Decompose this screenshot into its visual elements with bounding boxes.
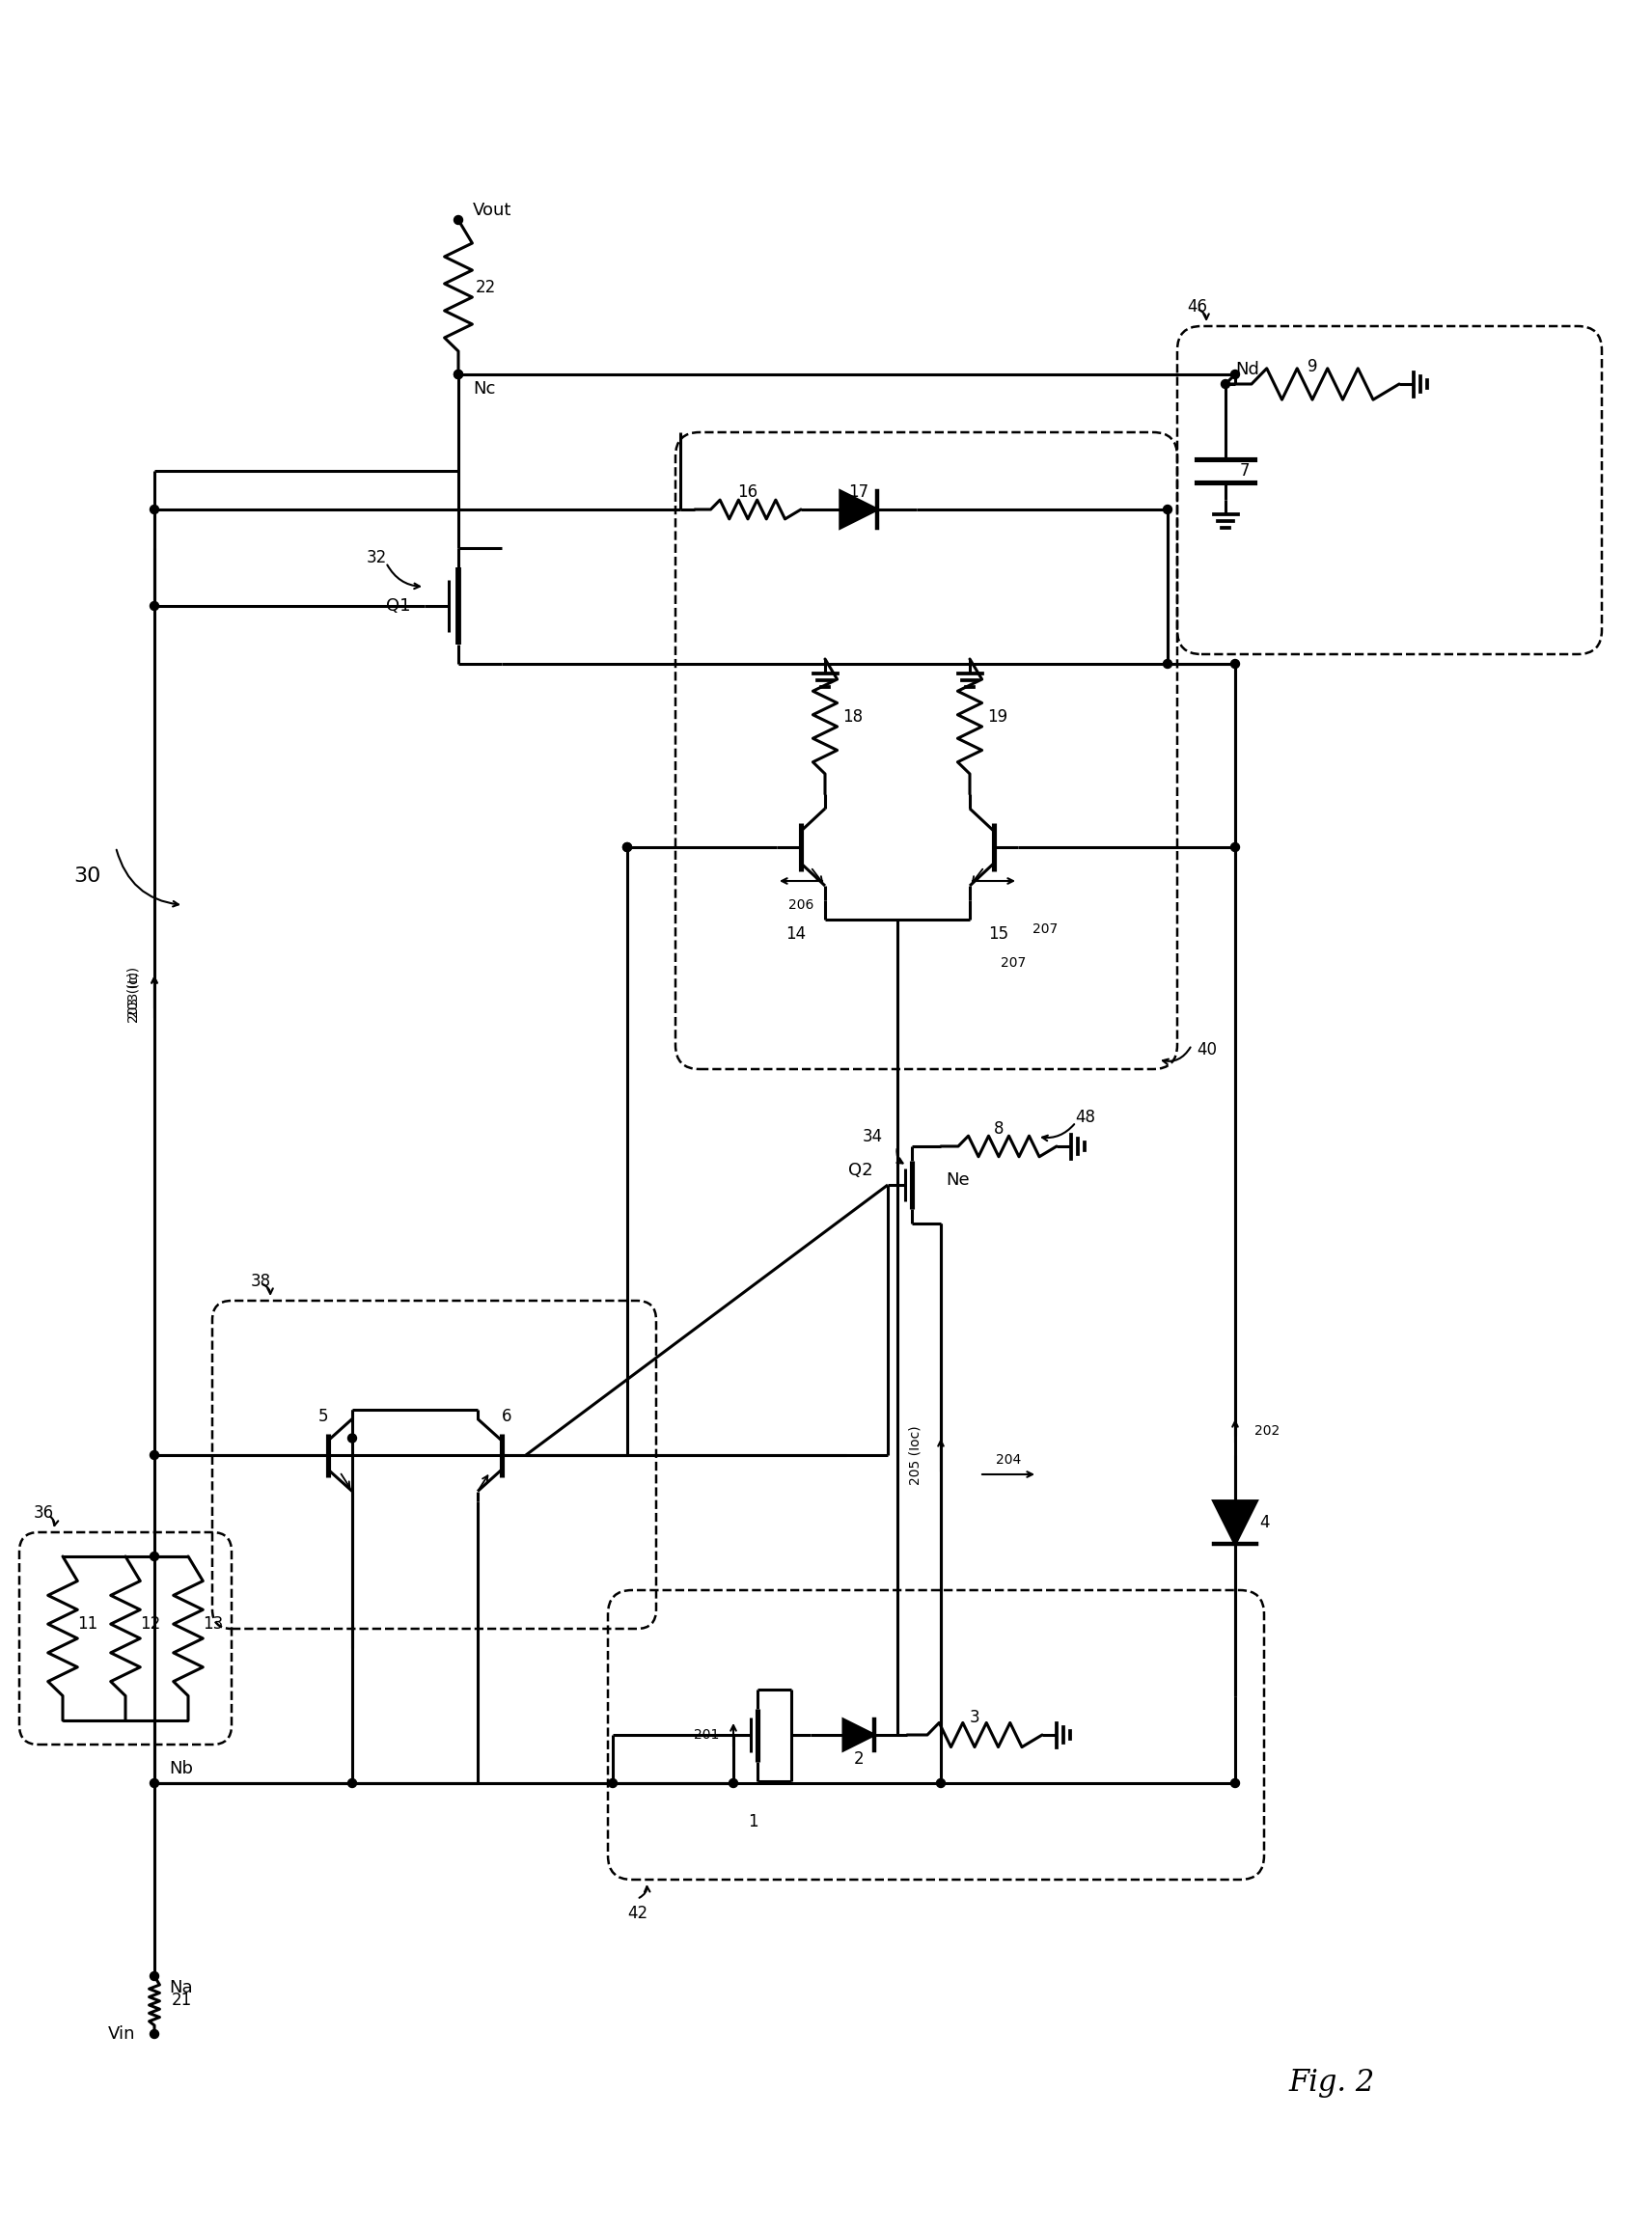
Text: 18: 18 <box>843 708 862 726</box>
Text: 19: 19 <box>988 708 1008 726</box>
Text: 206: 206 <box>788 897 814 911</box>
Text: 1: 1 <box>748 1813 758 1831</box>
Text: 207: 207 <box>1001 955 1026 969</box>
Circle shape <box>1221 379 1229 387</box>
Text: Fig. 2: Fig. 2 <box>1289 2067 1374 2098</box>
Circle shape <box>454 216 463 225</box>
Circle shape <box>1231 659 1239 668</box>
Circle shape <box>150 2029 159 2038</box>
Text: 32: 32 <box>367 550 387 566</box>
Text: 15: 15 <box>988 926 1009 942</box>
Circle shape <box>623 842 631 851</box>
Circle shape <box>349 1434 357 1443</box>
Circle shape <box>1163 506 1171 514</box>
Text: 3: 3 <box>970 1708 980 1726</box>
Text: 16: 16 <box>738 483 758 501</box>
Circle shape <box>349 1779 357 1788</box>
Text: 9: 9 <box>1307 359 1317 376</box>
Circle shape <box>150 601 159 610</box>
Text: 8: 8 <box>993 1120 1004 1138</box>
Text: 203 (Ic): 203 (Ic) <box>127 967 140 1018</box>
Circle shape <box>150 1779 159 1788</box>
Text: 6: 6 <box>502 1407 512 1425</box>
Text: 34: 34 <box>862 1127 882 1145</box>
Text: 30: 30 <box>73 866 101 886</box>
Text: 38: 38 <box>251 1272 271 1289</box>
Circle shape <box>1231 1779 1239 1788</box>
Circle shape <box>150 1450 159 1459</box>
Text: Nb: Nb <box>169 1759 193 1777</box>
Text: 14: 14 <box>786 926 806 942</box>
Text: 48: 48 <box>1075 1109 1095 1127</box>
Text: Nc: Nc <box>472 381 496 399</box>
Circle shape <box>454 370 463 379</box>
Text: 12: 12 <box>140 1615 160 1632</box>
Circle shape <box>1231 370 1239 379</box>
Text: 17: 17 <box>849 483 869 501</box>
Text: 7: 7 <box>1241 463 1251 479</box>
Circle shape <box>150 1971 159 1980</box>
Text: Vout: Vout <box>472 203 512 218</box>
Text: Q2: Q2 <box>849 1162 874 1178</box>
Circle shape <box>454 370 463 379</box>
Text: Vin: Vin <box>107 2024 135 2042</box>
Text: 36: 36 <box>33 1503 55 1521</box>
Circle shape <box>623 842 631 851</box>
Text: 2: 2 <box>854 1750 864 1768</box>
Text: 11: 11 <box>78 1615 97 1632</box>
Text: 203 (Ic): 203 (Ic) <box>127 971 140 1022</box>
Text: Nd: Nd <box>1236 361 1259 379</box>
Text: 4: 4 <box>1259 1514 1269 1532</box>
Polygon shape <box>844 1719 874 1750</box>
Text: 46: 46 <box>1186 298 1208 316</box>
Text: 207: 207 <box>1032 922 1057 935</box>
Text: Na: Na <box>169 1980 193 1995</box>
Circle shape <box>1163 659 1171 668</box>
Text: 21: 21 <box>172 1991 192 2009</box>
Text: 5: 5 <box>319 1407 329 1425</box>
Text: 22: 22 <box>476 278 496 296</box>
Circle shape <box>937 1779 945 1788</box>
Circle shape <box>150 1552 159 1561</box>
Text: Q1: Q1 <box>385 597 410 615</box>
Circle shape <box>150 506 159 514</box>
Polygon shape <box>1214 1501 1257 1543</box>
Text: 201: 201 <box>694 1728 719 1742</box>
Circle shape <box>608 1779 618 1788</box>
Polygon shape <box>841 490 877 528</box>
Text: 204: 204 <box>996 1454 1021 1468</box>
Text: 42: 42 <box>628 1904 648 1922</box>
Text: 205 (Ioc): 205 (Ioc) <box>909 1425 922 1485</box>
Text: 40: 40 <box>1196 1042 1218 1058</box>
Text: 13: 13 <box>203 1615 223 1632</box>
Circle shape <box>1231 842 1239 851</box>
Text: 202: 202 <box>1254 1425 1280 1439</box>
Circle shape <box>729 1779 738 1788</box>
Text: Ne: Ne <box>945 1171 970 1189</box>
